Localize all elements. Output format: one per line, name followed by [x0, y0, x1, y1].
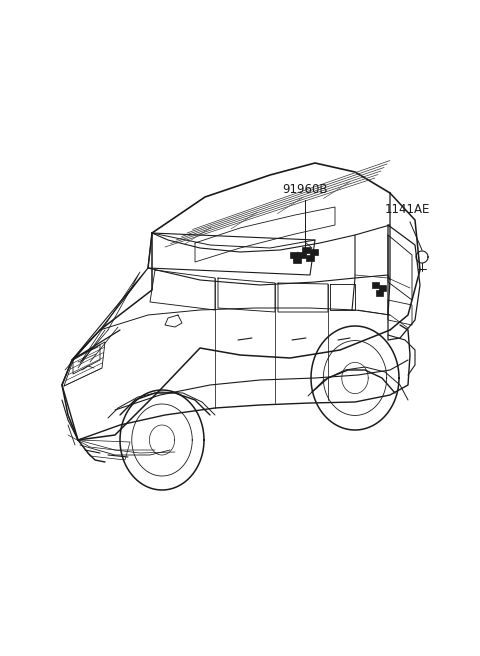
Text: 1141AE: 1141AE [385, 203, 431, 216]
Bar [376, 290, 383, 296]
Bar [302, 247, 310, 253]
Bar [379, 285, 386, 291]
Bar [298, 252, 306, 258]
Bar [290, 252, 298, 258]
Bar [310, 249, 318, 255]
Bar [306, 255, 314, 261]
Bar [293, 257, 301, 263]
Text: 91960B: 91960B [282, 183, 328, 196]
Bar [372, 282, 379, 288]
